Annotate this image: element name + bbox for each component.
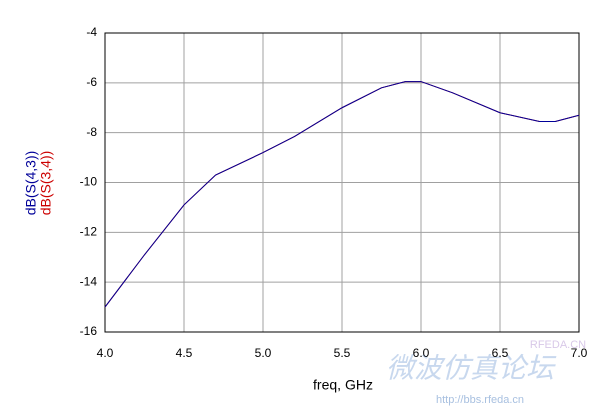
y-tick-label: -16 bbox=[80, 324, 98, 338]
y-tick-label: -12 bbox=[80, 225, 98, 239]
x-tick-label: 7.0 bbox=[571, 346, 588, 360]
legend-label: dB(S(3,4)) bbox=[38, 151, 54, 216]
y-tick-label: -10 bbox=[80, 175, 98, 189]
series-line bbox=[104, 81, 580, 308]
y-tick-label: -4 bbox=[86, 25, 97, 39]
y-tick-label: -6 bbox=[86, 75, 97, 89]
x-tick-label: 6.5 bbox=[492, 346, 509, 360]
watermark: http://bbs.rfeda.cn bbox=[436, 394, 524, 406]
x-tick-label: 5.0 bbox=[255, 346, 272, 360]
y-tick-label: -14 bbox=[80, 274, 98, 288]
legend-label: dB(S(4,3)) bbox=[23, 151, 39, 216]
x-tick-label: 5.5 bbox=[334, 346, 351, 360]
x-tick-label: 4.0 bbox=[97, 346, 114, 360]
x-tick-label: 6.0 bbox=[413, 346, 430, 360]
plot-frame bbox=[104, 32, 580, 333]
y-tick-label: -8 bbox=[86, 125, 97, 139]
watermark: 微波仿真论坛 bbox=[386, 352, 557, 383]
x-axis-label: freq, GHz bbox=[313, 377, 373, 393]
x-tick-label: 4.5 bbox=[176, 346, 193, 360]
watermark: RFEDA.CN bbox=[530, 339, 586, 351]
